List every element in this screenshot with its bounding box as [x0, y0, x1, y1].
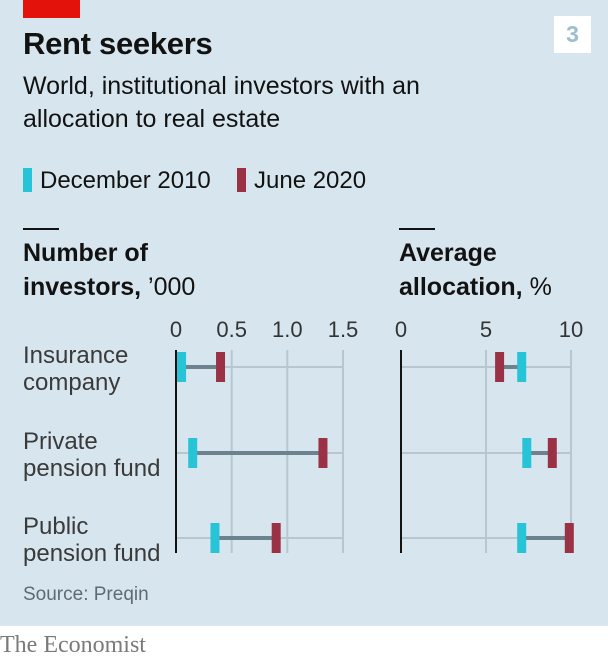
- publisher-logo: The Economist: [0, 632, 146, 658]
- row-label-line: Public: [23, 513, 89, 540]
- heading-unit: %: [522, 273, 552, 301]
- chart-plot: 0 0.5 1.0 1.5 0 5 10: [170, 317, 583, 553]
- panel-heading-number-of-investors: Number of investors, ’000: [23, 236, 195, 304]
- marker-december-2010: [210, 523, 220, 553]
- row-label-line: company: [23, 369, 121, 396]
- row-label-line: Private: [23, 428, 98, 455]
- x-tick-label: 0: [170, 317, 182, 342]
- x-tick-label: 0.5: [216, 317, 247, 342]
- x-tick-label: 10: [559, 317, 583, 342]
- row-label-public-pension-fund: Public pension fund: [23, 513, 160, 567]
- marker-june-2020: [564, 523, 574, 553]
- row-label-line: Insurance: [23, 342, 129, 369]
- chart-title: Rent seekers: [23, 26, 213, 61]
- marker-december-2010: [522, 438, 532, 468]
- marker-december-2010: [188, 438, 198, 468]
- panel-rule-left: [23, 228, 59, 230]
- panel-heading-average-allocation: Average allocation, %: [399, 236, 552, 304]
- row-label-line: pension fund: [23, 455, 161, 482]
- heading-bold-line1: Number of: [23, 239, 148, 267]
- source-note: Source: Preqin: [23, 584, 149, 605]
- heading-bold-line2: allocation,: [399, 273, 523, 301]
- marker-december-2010: [517, 352, 527, 382]
- x-tick-label: 5: [480, 317, 492, 342]
- marker-december-2010: [177, 352, 187, 382]
- heading-unit: ’000: [141, 273, 196, 301]
- heading-bold-line2: investors,: [23, 273, 142, 301]
- legend-item-june-2020: June 2020: [237, 168, 366, 194]
- legend-label: June 2020: [254, 167, 367, 194]
- chart-subtitle: World, institutional investors with an a…: [23, 72, 420, 133]
- row-label-private-pension-fund: Private pension fund: [23, 428, 160, 482]
- marker-june-2020: [216, 352, 226, 382]
- brand-red-tag: [23, 0, 80, 18]
- marker-june-2020: [318, 438, 328, 468]
- x-tick-label: 0: [395, 317, 407, 342]
- row-label-line: pension fund: [23, 540, 161, 567]
- x-tick-label: 1.5: [328, 317, 359, 342]
- chart-number-badge: 3: [554, 16, 591, 53]
- heading-bold-line1: Average: [399, 239, 497, 267]
- x-tick-label: 1.0: [272, 317, 303, 342]
- legend-swatch-december-2010: [23, 168, 32, 192]
- legend-item-december-2010: December 2010: [23, 168, 211, 194]
- panel-rule-right: [399, 228, 435, 230]
- marker-june-2020: [547, 438, 557, 468]
- legend-label: December 2010: [40, 167, 211, 194]
- legend-swatch-june-2020: [237, 168, 246, 192]
- chart-panel: [0, 0, 608, 626]
- marker-december-2010: [517, 523, 527, 553]
- row-label-insurance-company: Insurance company: [23, 342, 128, 396]
- marker-june-2020: [495, 352, 505, 382]
- marker-june-2020: [271, 523, 281, 553]
